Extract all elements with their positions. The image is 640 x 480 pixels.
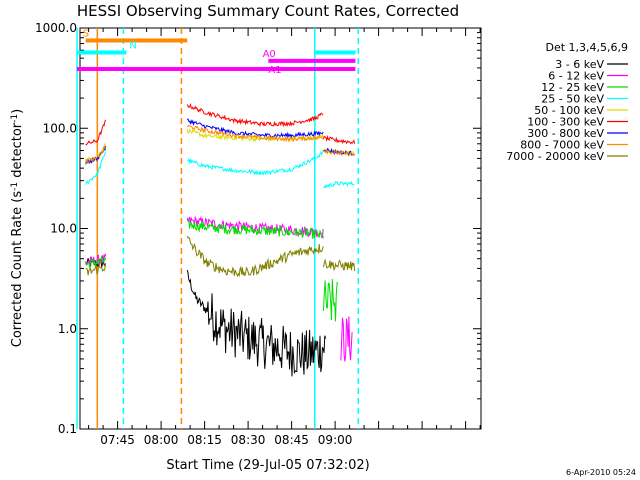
series-12-25-kev (186, 219, 324, 239)
series-800-7000-kev (323, 149, 356, 157)
series-6-12-kev (186, 215, 324, 239)
y-tick-label: 100.0 (43, 121, 77, 135)
y-axis-label: Corrected Count Rate (s-1 detector-1) (10, 109, 25, 347)
y-tick-label: 1000.0 (35, 21, 77, 35)
footer-stamp: 6-Apr-2010 05:24 (566, 468, 636, 477)
legend-label: 7000 - 20000 keV (506, 150, 604, 163)
series-100-300-kev (186, 102, 324, 128)
plot-area: 0.1 1.0 10.0 100.0 1000.0 07:45 08:00 08:15 08:3… (35, 21, 482, 447)
series-3-6-kev (186, 269, 327, 377)
series-7000-20000-kev (186, 235, 324, 278)
x-tick-label: 07:45 (100, 433, 135, 447)
x-tick-label: 08:00 (144, 433, 179, 447)
legend-label: 6 - 12 keV (548, 70, 604, 83)
series-300-800-kev (186, 118, 324, 139)
series-25-50-kev (323, 180, 355, 189)
series-25-50-kev (187, 150, 324, 176)
series-25-50-kev (85, 151, 107, 185)
series-12-25-kev (323, 278, 339, 322)
series-7000-20000-kev (323, 258, 356, 272)
legend-title: Det 1,3,4,5,6,9 (545, 41, 628, 54)
y-tick-label: 1.0 (58, 322, 77, 336)
series-800-7000-kev (85, 146, 106, 165)
legend-label: 800 - 7000 keV (520, 139, 604, 152)
series-6-12-kev (340, 316, 353, 362)
legend-label: 12 - 25 keV (541, 81, 604, 94)
series-50-100-kev (186, 128, 324, 143)
series-7000-20000-kev (85, 262, 107, 276)
series-12-25-kev (85, 255, 107, 269)
legend-label: 3 - 6 keV (555, 58, 604, 71)
y-tick-label: 10.0 (50, 222, 77, 236)
y-tick-label: 0.1 (58, 422, 77, 436)
flag-label-n: N (129, 40, 136, 51)
x-tick-label: 08:30 (231, 433, 266, 447)
legend-label: 25 - 50 keV (541, 93, 604, 106)
legend-label: 100 - 300 keV (527, 116, 604, 129)
legend-label: 50 - 100 keV (534, 104, 604, 117)
x-axis-label: Start Time (29-Jul-05 07:32:02) (166, 458, 369, 473)
x-tick-label: 08:15 (187, 433, 222, 447)
flag-label-s: S (83, 29, 89, 40)
flag-label-a1: A1 (268, 65, 281, 76)
series-50-100-kev (85, 142, 107, 164)
chart-title: HESSI Observing Summary Count Rates, Cor… (77, 2, 459, 20)
flag-label-a0: A0 (263, 49, 276, 60)
series-100-300-kev (323, 134, 356, 145)
x-tick-label: 09:00 (318, 433, 353, 447)
series-100-300-kev (85, 119, 107, 146)
legend-label: 300 - 800 keV (527, 127, 604, 140)
x-tick-label: 08:45 (274, 433, 309, 447)
series-800-7000-kev (186, 124, 324, 143)
